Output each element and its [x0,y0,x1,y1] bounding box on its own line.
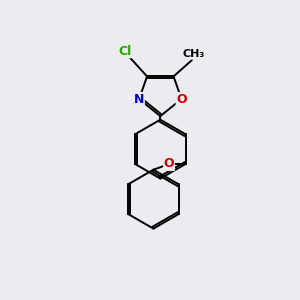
Text: O: O [164,157,174,170]
Text: CH₃: CH₃ [182,49,204,59]
Text: N: N [134,93,144,106]
Text: O: O [176,93,187,106]
Text: Cl: Cl [118,45,132,58]
